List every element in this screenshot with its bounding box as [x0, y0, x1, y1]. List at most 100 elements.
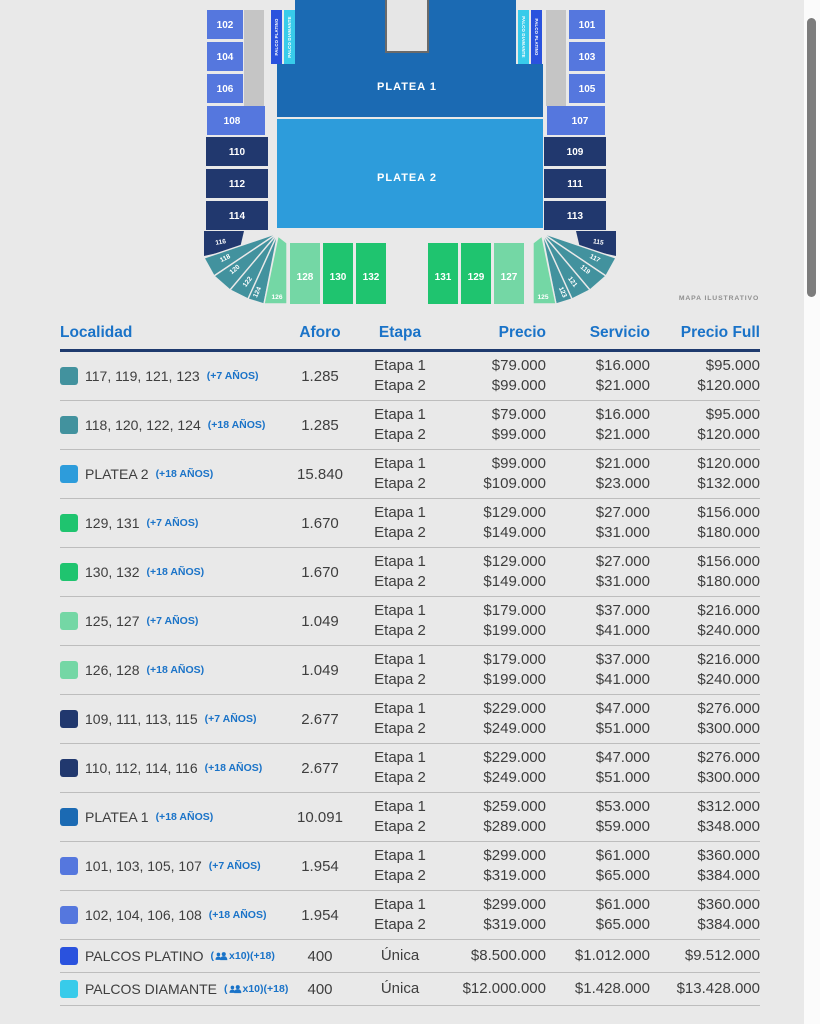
age-note: (+18 AÑOS) [156, 468, 214, 480]
map-label-117: 117 [588, 253, 601, 264]
section-label: 117, 119, 121, 123 [85, 368, 200, 384]
servicio-cell: $1.012.000 [574, 947, 650, 964]
svg-text:PALCO PLATINO: PALCO PLATINO [274, 18, 279, 56]
section-swatch [60, 465, 78, 483]
age-note: (+7 AÑOS) [207, 370, 259, 382]
age-note: (+18 AÑOS) [147, 566, 205, 578]
svg-text:131: 131 [435, 272, 452, 283]
map-section-105: 105 [569, 74, 605, 103]
seat-map: PLATEA 1 PLATEA 2 PALCO PLATINO PALCO DI… [0, 0, 820, 314]
age-text: (+7 AÑOS) [208, 860, 261, 872]
map-section-109: 109 [544, 137, 606, 166]
map-section-107: 107 [547, 106, 605, 135]
svg-text:112: 112 [229, 179, 246, 190]
stage-notch [385, 0, 429, 53]
map-section-platea1: PLATEA 1 [277, 0, 543, 117]
scrollbar-track[interactable] [804, 0, 820, 1024]
map-section-111: 111 [544, 169, 606, 198]
servicio-cell: $61.000 $65.000 [595, 896, 650, 933]
aforo-cell: 1.049 [301, 612, 339, 630]
table-row: PLATEA 1 (+18 AÑOS) 10.091 Etapa 1 Etapa… [60, 793, 760, 842]
section-label: 118, 120, 122, 124 [85, 417, 201, 433]
section-swatch [60, 710, 78, 728]
svg-text:103: 103 [579, 52, 596, 63]
svg-text:105: 105 [579, 84, 596, 95]
age-note: (+18 AÑOS) [208, 419, 266, 431]
section-swatch [60, 808, 78, 826]
table-row: 109, 111, 113, 115 (+7 AÑOS) 2.677 Etapa… [60, 695, 760, 744]
header-servicio: Servicio [589, 324, 650, 341]
precio-cell: $99.000 $109.000 [483, 455, 546, 492]
table-row: 101, 103, 105, 107 (+7 AÑOS) 1.954 Etapa… [60, 842, 760, 891]
localidad-cell: PALCOS PLATINO (x10)(+18) [60, 947, 288, 965]
map-label-118: 118 [219, 253, 232, 264]
svg-text:104: 104 [217, 52, 234, 63]
section-swatch [60, 980, 78, 998]
header-etapa: Etapa [378, 324, 422, 341]
svg-text:109: 109 [567, 147, 584, 158]
age-note: (+18 AÑOS) [205, 762, 263, 774]
aforo-cell: 2.677 [301, 759, 339, 777]
svg-text:107: 107 [572, 116, 589, 127]
map-section-112: 112 [206, 169, 268, 198]
map-section-116: 116 [204, 231, 244, 256]
header-aforo: Aforo [299, 324, 341, 341]
servicio-cell: $27.000 $31.000 [595, 553, 650, 590]
map-section-104: 104 [207, 42, 243, 71]
servicio-cell: $37.000 $41.000 [595, 602, 650, 639]
precio-cell: $229.000 $249.000 [483, 749, 546, 786]
table-row: 130, 132 (+18 AÑOS) 1.670 Etapa 1 Etapa … [60, 548, 760, 597]
age-open: ( [224, 983, 228, 995]
svg-text:126: 126 [271, 294, 282, 301]
precio-full-cell: $360.000 $384.000 [697, 896, 760, 933]
precio-cell: $259.000 $289.000 [483, 798, 546, 835]
table-row: PALCOS PLATINO (x10)(+18) 400 Única $8.5… [60, 940, 760, 973]
localidad-cell: 130, 132 (+18 AÑOS) [60, 563, 288, 581]
table-row: PLATEA 2 (+18 AÑOS) 15.840 Etapa 1 Etapa… [60, 450, 760, 499]
localidad-cell: PLATEA 2 (+18 AÑOS) [60, 465, 288, 483]
aforo-cell: 1.954 [301, 857, 339, 875]
svg-text:116: 116 [215, 238, 227, 247]
svg-text:PALCO DIAMANTE: PALCO DIAMANTE [521, 16, 526, 57]
localidad-cell: 125, 127 (+7 AÑOS) [60, 612, 288, 630]
table-row: PALCOS DIAMANTE (x10)(+18) 400 Única $12… [60, 973, 760, 1006]
table-row: 125, 127 (+7 AÑOS) 1.049 Etapa 1 Etapa 2… [60, 597, 760, 646]
age-note: (+18 AÑOS) [156, 811, 214, 823]
servicio-cell: $16.000 $21.000 [595, 406, 650, 443]
age-text: (+18 AÑOS) [146, 566, 205, 578]
map-disclaimer: MAPA ILUSTRATIVO [679, 295, 759, 302]
scrollbar-thumb[interactable] [807, 18, 816, 297]
section-swatch [60, 563, 78, 581]
precio-cell: $179.000 $199.000 [483, 651, 546, 688]
servicio-cell: $37.000 $41.000 [595, 651, 650, 688]
age-text: (+18 AÑOS) [146, 664, 205, 676]
precio-cell: $299.000 $319.000 [483, 847, 546, 884]
map-strip-palco-platino-left: PALCO PLATINO [271, 10, 282, 64]
section-swatch [60, 857, 78, 875]
platea1-label: PLATEA 1 [377, 81, 437, 93]
svg-text:127: 127 [501, 272, 518, 283]
precio-cell: $229.000 $249.000 [483, 700, 546, 737]
age-text: x10)(+18) [229, 950, 275, 962]
aforo-cell: 1.285 [301, 416, 339, 434]
precio-cell: $129.000 $149.000 [483, 553, 546, 590]
section-swatch [60, 416, 78, 434]
localidad-cell: 129, 131 (+7 AÑOS) [60, 514, 288, 532]
aforo-cell: 400 [307, 980, 333, 998]
age-note: (+7 AÑOS) [147, 517, 199, 529]
section-label: PLATEA 2 [85, 466, 149, 482]
header-precio-full: Precio Full [680, 324, 760, 341]
precio-cell: $299.000 $319.000 [483, 896, 546, 933]
servicio-cell: $47.000 $51.000 [595, 700, 650, 737]
svg-text:128: 128 [297, 272, 314, 283]
etapa-cell: Etapa 1 Etapa 2 [374, 553, 426, 590]
age-note: (+18 AÑOS) [209, 909, 267, 921]
precio-full-cell: $156.000 $180.000 [697, 553, 760, 590]
section-label: PLATEA 1 [85, 809, 149, 825]
servicio-cell: $16.000 $21.000 [595, 357, 650, 394]
etapa-cell: Etapa 1 Etapa 2 [374, 651, 426, 688]
age-text: x10)(+18) [242, 983, 289, 995]
section-swatch [60, 661, 78, 679]
precio-full-cell: $95.000 $120.000 [697, 357, 760, 394]
svg-text:132: 132 [363, 272, 380, 283]
